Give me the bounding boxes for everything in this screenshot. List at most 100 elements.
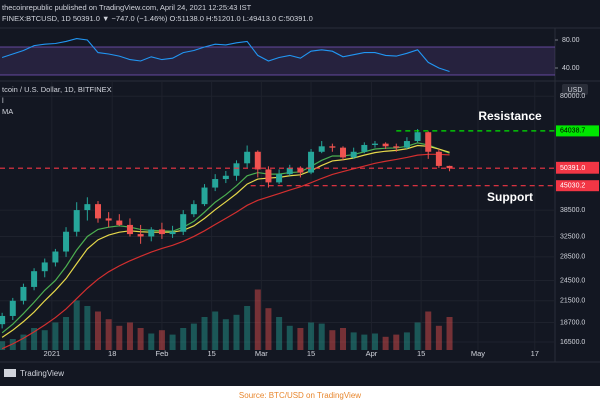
legend-item: l <box>2 96 4 105</box>
candle-body <box>84 204 91 211</box>
brand-logo <box>4 369 16 377</box>
candle-body <box>95 204 102 219</box>
candle-body <box>297 167 304 173</box>
volume-bar <box>31 328 38 350</box>
candle-body <box>116 220 123 225</box>
moving-average <box>1 144 450 338</box>
volume-bar <box>329 330 336 350</box>
candle-body <box>403 141 410 148</box>
volume-bar <box>222 319 229 350</box>
price-label: 45030.2 <box>560 183 585 190</box>
volume-bar <box>116 325 123 350</box>
volume-bar <box>382 336 389 350</box>
candle-body <box>148 229 155 237</box>
candle-body <box>41 262 48 272</box>
volume-bar <box>148 333 155 350</box>
candle-body <box>105 218 112 221</box>
candle-body <box>308 151 315 173</box>
candle-body <box>169 231 176 235</box>
annotation: Support <box>487 190 533 204</box>
x-tick-label: Feb <box>155 349 168 358</box>
candle-body <box>414 132 421 142</box>
x-tick-label: 2021 <box>43 349 60 358</box>
y-tick-label: 24500.0 <box>560 277 585 284</box>
volume-bar <box>190 323 197 350</box>
volume-bar <box>105 319 112 350</box>
y-tick-label: 38500.0 <box>560 207 585 214</box>
volume-bar <box>297 328 304 350</box>
volume-bar <box>435 325 442 350</box>
x-tick-label: Apr <box>366 349 378 358</box>
legend-title: tcoin / U.S. Dollar, 1D, BITFINEX <box>2 85 112 94</box>
candle-body <box>137 234 144 237</box>
x-tick-label: Mar <box>255 349 268 358</box>
candle-body <box>329 146 336 148</box>
candle-body <box>435 151 442 166</box>
volume-bar <box>350 332 357 350</box>
candle-body <box>350 151 357 158</box>
volume-bar <box>73 300 80 350</box>
candle-body <box>340 147 347 158</box>
volume-bar <box>244 306 251 350</box>
candle-body <box>244 151 251 164</box>
price-label: 64038.7 <box>560 128 585 135</box>
volume-bar <box>137 328 144 350</box>
candle-body <box>393 146 400 148</box>
candle-body <box>382 143 389 147</box>
volume-bar <box>169 334 176 350</box>
candle-body <box>425 132 432 152</box>
candle-body <box>254 151 261 170</box>
volume-bar <box>286 325 293 350</box>
volume-bar <box>276 317 283 350</box>
background <box>0 0 600 386</box>
volume-bar <box>180 328 187 350</box>
volume-bar <box>63 317 70 350</box>
candle-body <box>222 175 229 180</box>
volume-bar <box>233 314 240 350</box>
volume-bar <box>340 328 347 350</box>
candle-body <box>20 286 27 301</box>
volume-bar <box>201 317 208 350</box>
volume-bar <box>308 322 315 350</box>
volume-bar <box>361 334 368 350</box>
candle-body <box>180 214 187 232</box>
x-tick-label: 15 <box>307 349 315 358</box>
candle-body <box>201 187 208 205</box>
volume-bar <box>212 311 219 350</box>
volume-bar <box>393 334 400 350</box>
candle-body <box>63 231 70 252</box>
volume-bar <box>371 333 378 350</box>
candle-body <box>190 204 197 215</box>
candle-body <box>212 179 219 188</box>
publisher: thecoinrepublic published on TradingView… <box>2 3 252 12</box>
symbol-line: FINEX:BTCUSD, 1D 50391.0 ▼ −747.0 (−1.46… <box>2 14 313 23</box>
y-tick-label: 21500.0 <box>560 298 585 305</box>
volume-bar <box>265 308 272 350</box>
y-tick-label: 18700.0 <box>560 319 585 326</box>
x-tick-label: 18 <box>108 349 116 358</box>
rsi-line <box>1 38 450 73</box>
x-tick-label: May <box>471 349 485 358</box>
x-tick-label: 17 <box>531 349 539 358</box>
candle-body <box>158 229 165 235</box>
candle-body <box>9 300 16 316</box>
candle-body <box>265 169 272 183</box>
candle-body <box>126 224 133 235</box>
candle-body <box>233 163 240 176</box>
brand: TradingView <box>20 369 64 378</box>
volume-bar <box>158 330 165 350</box>
y-tick-label: 28500.0 <box>560 254 585 261</box>
volume-bar <box>41 330 48 350</box>
candle-body <box>31 271 38 287</box>
volume-bar <box>95 311 102 350</box>
volume-bar <box>318 323 325 350</box>
candle-body <box>446 165 453 169</box>
price-label-box <box>556 125 599 137</box>
candle-body <box>318 146 325 152</box>
candle-body <box>52 251 59 263</box>
currency-box <box>562 84 588 95</box>
annotation: Resistance <box>478 109 542 123</box>
moving-average <box>1 153 450 350</box>
